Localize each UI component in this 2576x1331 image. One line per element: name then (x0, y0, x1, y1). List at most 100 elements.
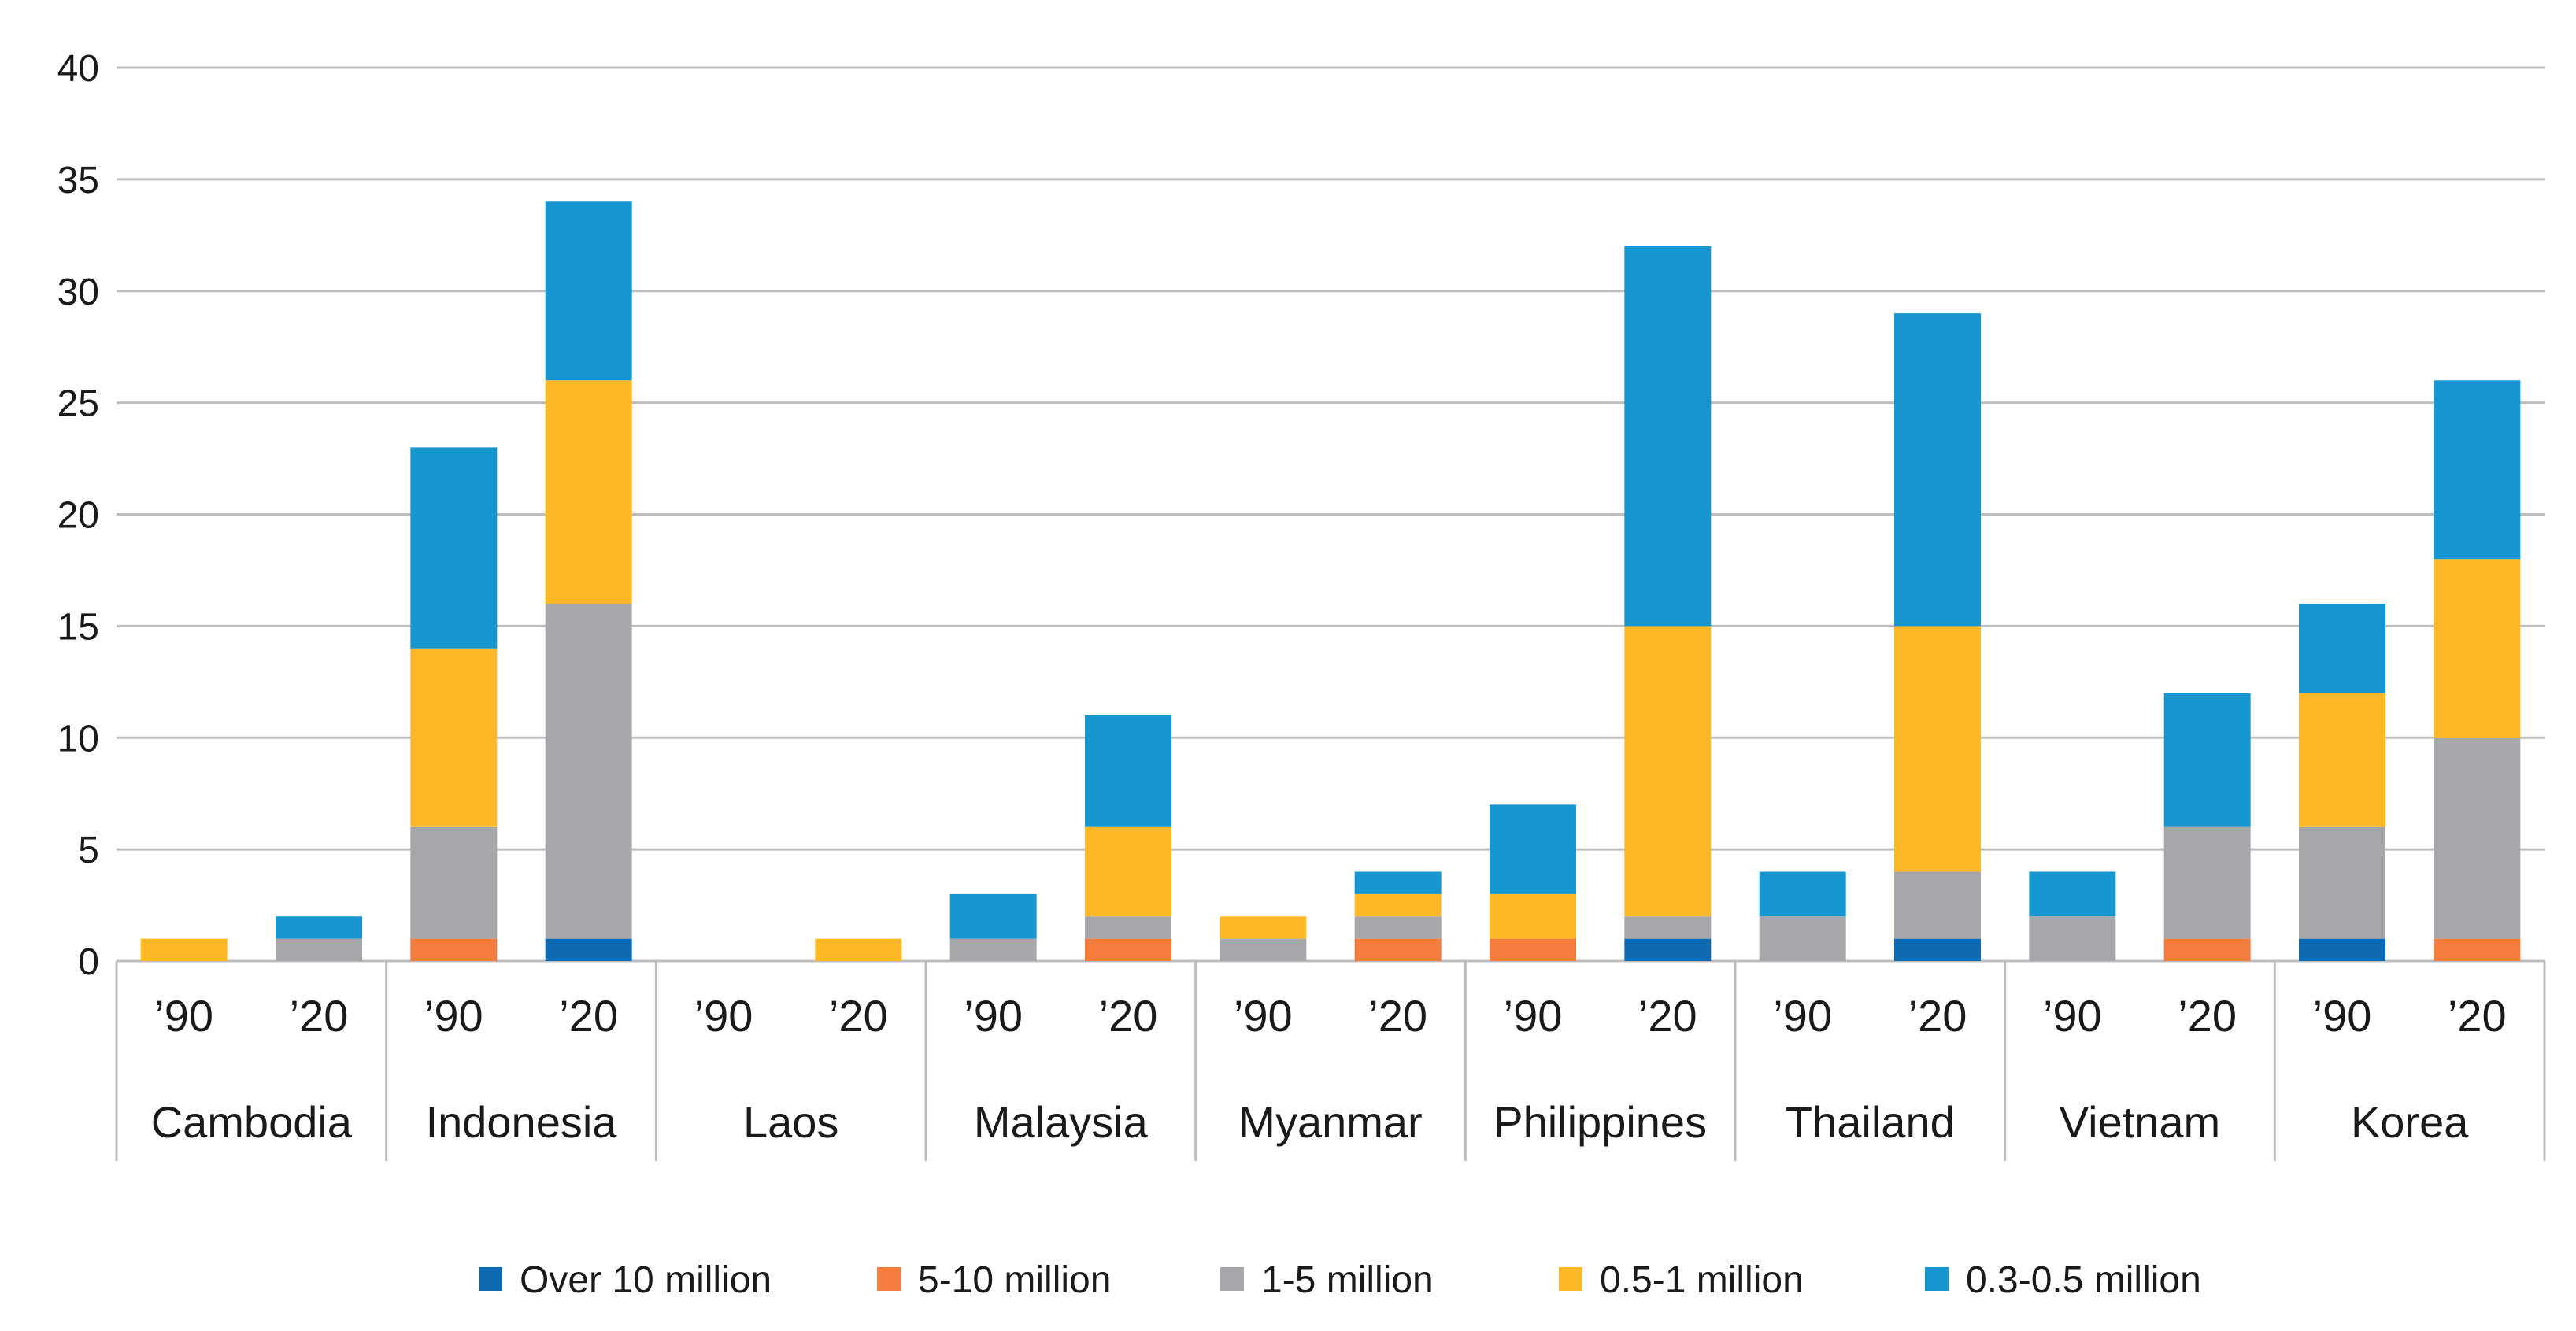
bar-segment (949, 893, 1037, 939)
bar-segment (1085, 826, 1171, 917)
bar-segment (410, 648, 498, 827)
x-year-label: ’90 (1773, 991, 1832, 1041)
bar-segment (410, 938, 498, 961)
legend-swatch (1220, 1267, 1244, 1291)
bar-segment (2434, 738, 2521, 939)
x-group-label: Korea (2351, 1097, 2469, 1147)
bar-segment (815, 938, 902, 961)
legend-swatch (1925, 1267, 1949, 1291)
y-tick-label: 40 (57, 48, 99, 90)
bar-segment (545, 201, 632, 381)
y-tick-label: 15 (57, 606, 99, 648)
bar-segment (276, 938, 362, 961)
bar-segment (1354, 871, 1442, 894)
bar-segment (410, 447, 498, 649)
bar-segment (1354, 938, 1442, 961)
x-group-label: Cambodia (151, 1097, 353, 1147)
bar-segment (1085, 938, 1171, 961)
legend-swatch (1559, 1267, 1582, 1291)
x-year-label: ’90 (2043, 991, 2102, 1041)
x-year-label: ’90 (2313, 991, 2372, 1041)
x-year-label: ’90 (1504, 991, 1563, 1041)
bar-segment (2163, 693, 2251, 827)
legend: Over 10 million 5-10 million 1-5 million 0.… (479, 1259, 2201, 1301)
x-year-label: ’20 (2448, 991, 2507, 1041)
bar-segment (2434, 938, 2521, 961)
y-tick-label: 0 (78, 941, 99, 983)
x-group-label: Vietnam (2060, 1097, 2220, 1147)
bar-segment (2029, 871, 2116, 917)
bar-segment (1490, 804, 1576, 894)
bar-segment (1624, 246, 1712, 627)
bar-segment (2299, 938, 2385, 961)
x-group-label: Indonesia (426, 1097, 618, 1147)
bar-segment (1354, 916, 1442, 939)
bar-segment (140, 938, 228, 961)
legend-label: 1-5 million (1261, 1259, 1434, 1301)
x-year-label: ’90 (154, 991, 213, 1041)
bar-segment (1354, 893, 1442, 917)
bar-segment (1894, 871, 1981, 939)
x-group-label: Philippines (1493, 1097, 1707, 1147)
x-group-label: Myanmar (1238, 1097, 1422, 1147)
x-year-label: ’20 (2178, 991, 2237, 1041)
legend-label: Over 10 million (520, 1259, 772, 1301)
y-tick-label: 30 (57, 272, 99, 313)
x-year-label: ’90 (424, 991, 483, 1041)
x-year-label: ’90 (1234, 991, 1293, 1041)
bar-segment (545, 604, 632, 939)
gridlines (117, 66, 2545, 963)
bar-segment (1220, 938, 1307, 961)
x-year-label: ’90 (694, 991, 753, 1041)
x-year-label: ’20 (559, 991, 618, 1041)
bar-segment (1894, 938, 1981, 961)
x-axis: ’90 ’20 Cambodia ’90 ’20 Indonesia ’90 ’20 Laos ’… (115, 961, 2546, 1161)
bar-segment (545, 938, 632, 961)
x-group-label: Malaysia (974, 1097, 1149, 1147)
bar-segment (1759, 871, 1846, 917)
bar-segment (1085, 715, 1171, 827)
bar-segment (1894, 313, 1981, 627)
legend-swatch (479, 1267, 502, 1291)
bar-segment (276, 916, 362, 939)
bar-segment (2299, 693, 2385, 827)
x-group-label: Laos (743, 1097, 838, 1147)
x-year-label: ’90 (964, 991, 1023, 1041)
bar-segment (1624, 916, 1712, 939)
bar-segment (1490, 938, 1576, 961)
bar-segment (949, 938, 1037, 961)
y-tick-label: 5 (78, 830, 99, 871)
x-year-label: ’20 (829, 991, 888, 1041)
y-tick-label: 20 (57, 495, 99, 537)
bar-segment (2163, 938, 2251, 961)
legend-swatch (877, 1267, 901, 1291)
x-year-label: ’20 (1638, 991, 1697, 1041)
x-year-label: ’20 (1908, 991, 1967, 1041)
bar-segment (2163, 826, 2251, 939)
bar-segment (1490, 893, 1576, 939)
legend-label: 5-10 million (918, 1259, 1111, 1301)
x-year-label: ’20 (290, 991, 349, 1041)
bars (140, 201, 2521, 961)
bar-segment (1624, 626, 1712, 917)
bar-segment (1624, 938, 1712, 961)
y-tick-label: 25 (57, 383, 99, 425)
y-axis-ticks: 0 5 10 15 20 25 30 35 40 (57, 48, 99, 983)
bar-segment (1085, 916, 1171, 939)
bar-segment (545, 380, 632, 604)
bar-segment (1759, 916, 1846, 961)
x-year-label: ’20 (1099, 991, 1158, 1041)
bar-segment (2434, 559, 2521, 738)
bar-segment (2029, 916, 2116, 961)
bar-segment (1220, 916, 1307, 939)
x-group-label: Thailand (1786, 1097, 1955, 1147)
x-year-label: ’20 (1368, 991, 1427, 1041)
bar-segment (2299, 826, 2385, 939)
bar-segment (1894, 626, 1981, 872)
bar-segment (2434, 380, 2521, 560)
y-tick-label: 35 (57, 160, 99, 201)
y-tick-label: 10 (57, 718, 99, 760)
bar-segment (2299, 604, 2385, 693)
bar-segment (410, 826, 498, 939)
